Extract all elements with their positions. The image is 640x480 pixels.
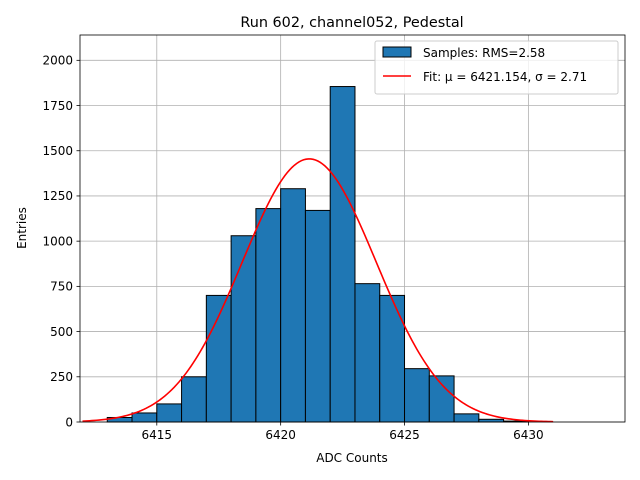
histogram-bar [255, 208, 282, 423]
legend-histogram-swatch [382, 46, 412, 58]
legend-histogram-label: Samples: RMS=2.58 [423, 46, 545, 60]
y-tick-label: 250 [50, 370, 73, 384]
histogram-bar [379, 294, 406, 423]
x-tick-label: 6425 [389, 428, 420, 442]
histogram-bar [453, 413, 480, 423]
histogram-bar [156, 403, 183, 423]
histogram-bar [280, 188, 306, 423]
y-tick-label: 2000 [42, 54, 73, 68]
histogram-bar [354, 283, 381, 423]
y-tick-label: 750 [50, 280, 73, 294]
plot-frame [79, 34, 626, 423]
chart-title: Run 602, channel052, Pedestal [240, 15, 463, 31]
x-axis-label: ADC Counts [316, 451, 388, 465]
x-tick-label: 6420 [265, 428, 296, 442]
histogram-bar [131, 412, 158, 423]
histogram-bar [304, 209, 331, 423]
y-tick-label: 1750 [42, 99, 73, 113]
histogram-bar [230, 235, 257, 423]
y-tick-label: 1000 [42, 234, 73, 248]
y-tick-label: 0 [65, 415, 73, 429]
histogram-bar [181, 376, 207, 423]
y-tick-label: 1250 [42, 189, 73, 203]
y-tick-label: 1500 [42, 144, 73, 158]
x-tick-label: 6430 [513, 428, 544, 442]
x-axis-ticks: 6415 6420 6425 6430 [142, 422, 544, 442]
legend: Samples: RMS=2.58 Fit: μ = 6421.154, σ =… [374, 40, 619, 95]
x-tick-label: 6415 [142, 428, 173, 442]
histogram-bar [404, 368, 430, 423]
histogram-bar [329, 86, 356, 423]
legend-fit-label: Fit: μ = 6421.154, σ = 2.71 [423, 70, 587, 84]
fit-curve [82, 158, 554, 423]
y-tick-label: 500 [50, 325, 73, 339]
histogram-bar [478, 418, 505, 423]
legend-box [374, 40, 619, 95]
y-axis-ticks: 0 250 500 750 1000 1250 1500 1750 2000 [42, 54, 80, 429]
histogram-bars [106, 86, 529, 423]
histogram-bar [428, 375, 455, 423]
y-axis-label: Entries [15, 207, 29, 249]
